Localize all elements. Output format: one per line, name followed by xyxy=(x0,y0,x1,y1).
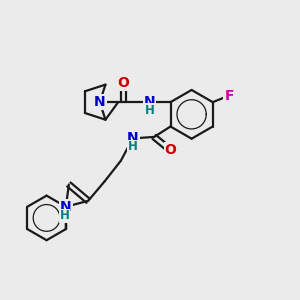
Text: H: H xyxy=(59,209,69,222)
Text: N: N xyxy=(144,95,155,109)
Text: N: N xyxy=(94,95,106,109)
Text: H: H xyxy=(145,104,154,117)
Text: H: H xyxy=(128,140,138,153)
Text: O: O xyxy=(165,143,176,157)
Text: O: O xyxy=(118,76,130,90)
Text: F: F xyxy=(224,88,234,103)
Text: N: N xyxy=(60,200,72,214)
Text: N: N xyxy=(127,131,139,146)
